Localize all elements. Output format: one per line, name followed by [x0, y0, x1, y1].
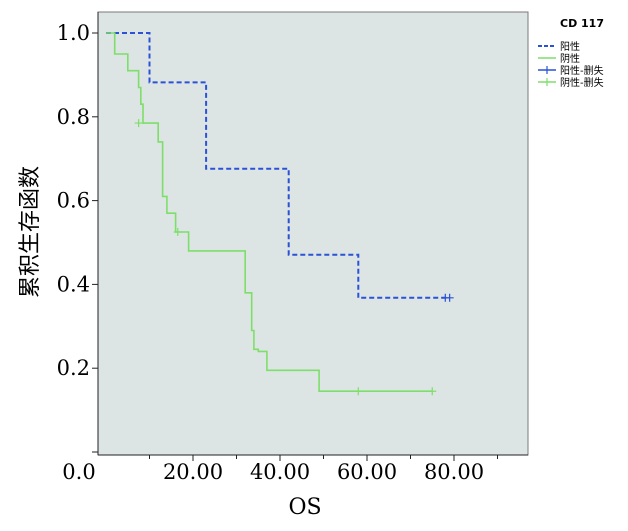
series-positive-line [106, 32, 450, 299]
y-tick-label: 0.8 [57, 105, 90, 129]
censor-mark-negative [173, 228, 182, 237]
censor-mark-negative [428, 387, 437, 396]
x-tick-label: 80.00 [424, 460, 484, 484]
legend-label: 阴性-删失 [560, 76, 604, 89]
y-tick-label: 1.0 [57, 21, 90, 45]
y-tick-label: 0.4 [57, 272, 90, 296]
chart-panel [97, 11, 529, 456]
x-tick-label: 60.00 [337, 460, 397, 484]
legend-label: 阳性-删失 [560, 64, 604, 77]
legend-label: 阴性 [560, 52, 580, 65]
x-tick-label: 40.00 [250, 460, 310, 484]
censor-mark-negative [134, 119, 143, 128]
legend-title: CD 117 [560, 17, 604, 30]
y-tick-label: 0.0 [62, 460, 95, 484]
x-axis-title: OS [288, 495, 321, 520]
y-tick-label: 0.2 [57, 356, 90, 380]
y-axis-title: 累积生存函数 [18, 166, 43, 298]
x-tick-label: 20.00 [163, 460, 223, 484]
censor-mark-negative [354, 387, 363, 396]
y-tick-label: 0.6 [57, 189, 90, 213]
legend-label: 阳性 [560, 40, 580, 53]
censor-mark-positive [445, 293, 454, 302]
series-negative-line [106, 32, 433, 393]
